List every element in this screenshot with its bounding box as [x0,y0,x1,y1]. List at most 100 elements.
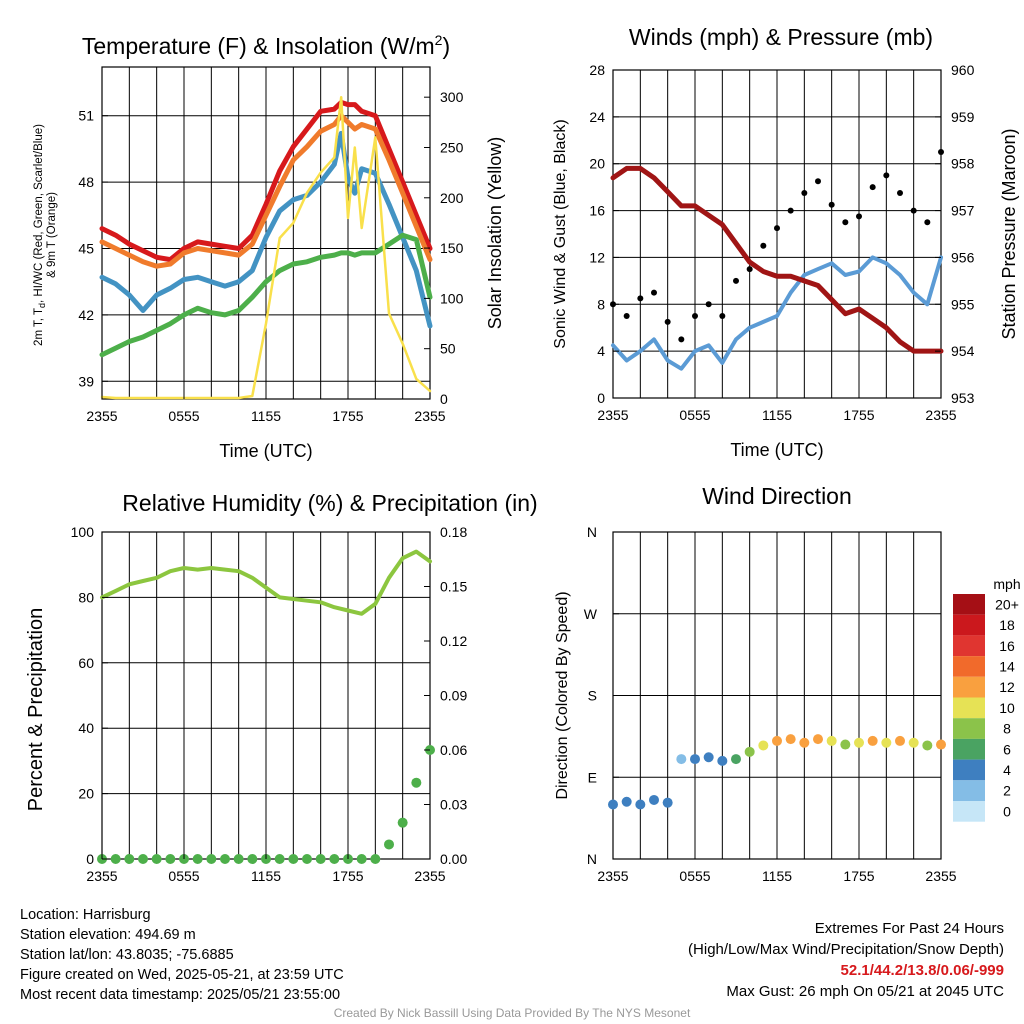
precipitation-point [411,777,422,788]
precipitation-point [329,854,340,864]
x-tick-label: 1755 [843,868,874,884]
x-axis-label: Time (UTC) [219,441,312,461]
y2-tick-label: 959 [951,109,975,125]
y-tick-label: 48 [78,174,94,190]
y-tick-label: 0 [597,390,605,406]
direction-point [744,746,755,757]
x-tick-label: 1755 [843,407,874,423]
gust-point [774,225,780,232]
y2-tick-label: 300 [440,89,464,105]
y2-tick-label: 0 [440,391,448,407]
gust-point [733,277,739,284]
gust-point [746,266,753,273]
direction-point [690,754,700,765]
legend-label: 16 [999,638,1015,654]
x-tick-label: 1755 [332,868,363,884]
y-tick-label: 42 [78,307,94,323]
y-tick-label: N [587,524,597,540]
y2-tick-label: 955 [951,296,975,312]
y2-tick-label: 958 [951,156,975,172]
gust-point [801,190,808,196]
direction-point [826,735,837,746]
panel-title: Winds (mph) & Pressure (mb) [629,24,933,50]
legend-label: 0 [1003,803,1011,819]
direction-point [813,734,823,745]
legend-label: 4 [1003,762,1011,778]
y2-tick-label: 0.12 [440,633,467,649]
created-text: Figure created on Wed, 2025-05-21, at 23… [20,967,344,983]
y-tick-label: 80 [78,589,94,605]
panel-title: Temperature (F) & Insolation (W/m2) [82,32,450,59]
precipitation-point [370,854,381,864]
x-tick-label: 1755 [332,408,363,424]
legend-swatch [953,614,985,636]
gust-point [787,207,794,214]
x-tick-label: 1155 [762,407,792,423]
title-main: Temperature (F) & Insolation (W/m [82,33,435,59]
precipitation-point [315,854,326,864]
legend-label: 14 [999,658,1015,674]
credit-text: Created By Nick Bassill Using Data Provi… [333,1006,691,1020]
y-tick-label: 51 [78,108,94,124]
direction-point [785,734,796,745]
title-end: ) [442,33,450,59]
pressure-line [610,165,944,354]
gust-point [705,301,712,308]
max-gust-text: Max Gust: 26 mph On 05/21 at 2045 UTC [726,983,1004,1000]
gust-point [664,318,671,325]
precipitation-point [206,854,217,864]
y2-tick-label: 250 [440,139,464,155]
x-tick-label: 2355 [414,408,445,424]
y-axis-label: 2m T, Td, HI/WC (Red, Green, Scarlet/Blu… [33,124,58,346]
x-tick-label: 2355 [86,408,117,424]
extremes-values: 52.1/44.2/13.8/0.06/-999 [840,962,1004,979]
y-tick-label: 39 [78,373,94,389]
direction-point [662,797,673,808]
gust-point [856,213,862,220]
x-tick-label: 2355 [925,407,956,423]
panel-2: 0 4 8 12 16 20 24 28 953 954 955 956 957 958 959 960 235… [589,62,974,423]
legend-swatch [953,635,985,657]
direction-point [649,794,659,805]
x-tick-label: 1155 [251,408,281,424]
panel-title: Relative Humidity (%) & Precipitation (i… [122,490,537,516]
gust-point [910,207,917,214]
latlon-text: Station lat/lon: 43.8035; -75.6885 [20,947,234,963]
y-tick-label: S [588,688,597,704]
gust-point [719,313,726,319]
y-tick-label: 45 [78,240,94,256]
series-line-1 [99,99,433,263]
x-tick-label: 2355 [86,868,117,884]
precipitation-point [165,854,176,864]
y-tick-label: 8 [597,296,605,312]
series-line-4 [99,232,433,358]
extremes-info: Extremes For Past 24 Hours (High/Low/Max… [688,918,1004,1002]
legend-swatch [953,759,985,781]
x-tick-label: 2355 [925,868,956,884]
y2-tick-label: 0.06 [440,742,467,758]
precipitation-point [274,854,285,864]
y-axis-label-line2: & 9m T (Orange) [46,192,58,278]
x-tick-label: 1155 [251,868,281,884]
x-tick-label: 2355 [597,407,628,423]
y2-axis-label: Solar Insolation (Yellow) [485,137,505,329]
humidity-line [100,549,432,616]
speed-legend: mph 20+ 18 16 14 12 10 8 6 4 2 0 [953,576,1021,822]
gust-point [637,295,644,302]
x-tick-label: 2355 [414,868,445,884]
y2-tick-label: 0.00 [440,851,467,867]
y-tick-label: 100 [71,524,95,540]
legend-swatch [953,656,985,677]
y2-tick-label: 150 [440,240,464,256]
gust-point [678,336,685,343]
x-axis-label: Time (UTC) [730,440,823,460]
precipitation-point [138,854,148,864]
gust-point [869,184,876,191]
x-tick-label: 0555 [679,407,710,423]
y2-tick-label: 960 [951,62,975,78]
y-tick-label: 16 [589,203,605,219]
x-tick-label: 1155 [762,868,792,884]
panel-1: 39 42 45 48 51 0 50 100 150 200 250 300 2355 0555 1155… [78,66,464,424]
direction-point [840,739,851,750]
